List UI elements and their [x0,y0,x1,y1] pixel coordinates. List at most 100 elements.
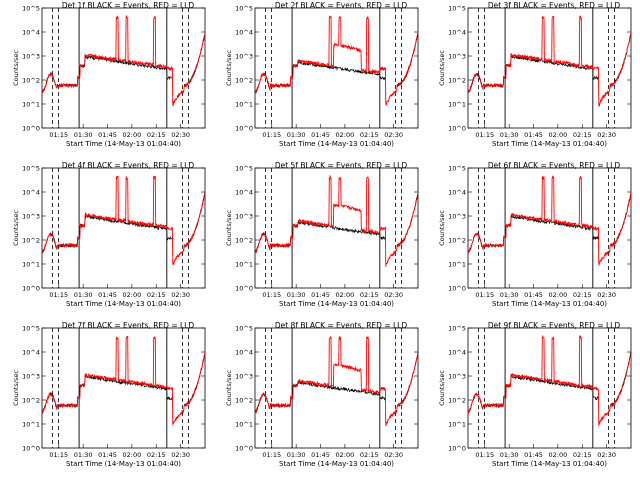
x-axis-label: Start Time (14-May-13 01:04:40) [492,460,607,468]
y-tick-label: 10^0 [448,445,466,453]
x-tick-label: 01:30 [74,451,93,459]
y-tick-label: 10^1 [22,421,40,429]
y-tick-label: 10^0 [235,125,253,133]
chart-panel-7f: Det 7f BLACK = Events, RED = LLD 10^0 10^1… [0,320,213,480]
y-tick-label: 10^5 [448,5,466,13]
y-tick-label: 10^1 [448,421,466,429]
x-tick-label: 02:00 [549,451,568,459]
x-tick-label: 01:45 [98,131,117,139]
x-tick-label: 01:15 [262,131,281,139]
x-tick-label: 01:45 [311,131,330,139]
y-axis-label: Counts/sec [438,210,446,246]
chart-panel-8f: Det 8f BLACK = Events, RED = LLD 10^0 10^1… [213,320,426,480]
plot-frame [41,167,206,289]
y-tick-label: 10^2 [22,397,40,405]
x-tick-label: 02:30 [171,451,190,459]
y-tick-label: 10^5 [22,325,40,333]
series-line-lld [467,334,632,427]
x-tick-label: 02:00 [336,131,355,139]
x-axis-label: Start Time (14-May-13 01:04:40) [66,140,181,148]
x-tick-label: 02:30 [597,451,616,459]
y-tick-label: 10^2 [235,397,253,405]
y-tick-label: 10^5 [448,165,466,173]
x-tick-label: 01:30 [287,451,306,459]
y-tick-label: 10^2 [448,237,466,245]
x-axis-label: Start Time (14-May-13 01:04:40) [492,140,607,148]
x-tick-label: 02:15 [147,451,166,459]
chart-panel-4f: Det 4f BLACK = Events, RED = LLD 10^0 10^1… [0,160,213,320]
y-tick-label: 10^1 [448,261,466,269]
series-line-lld [467,15,632,107]
chart-svg-1f: Det 1f BLACK = Events, RED = LLD 10^0 10^1… [12,1,206,148]
x-tick-label: 02:30 [171,131,190,139]
x-tick-label: 02:30 [384,291,403,299]
chart-title: Det 5f BLACK = Events, RED = LLD [275,161,408,170]
x-axis-label: Start Time (14-May-13 01:04:40) [66,300,181,308]
chart-panel-2f: Det 2f BLACK = Events, RED = LLD 10^0 10^1… [213,0,426,160]
x-tick-label: 02:15 [147,291,166,299]
series-line-events [254,33,419,94]
x-tick-label: 01:30 [500,451,519,459]
y-tick-label: 10^0 [235,285,253,293]
y-tick-label: 10^3 [448,53,466,61]
y-tick-label: 10^4 [22,189,40,197]
series-line-events [41,192,206,253]
y-axis-label: Counts/sec [12,50,20,86]
chart-svg-7f: Det 7f BLACK = Events, RED = LLD 10^0 10^1… [12,321,206,468]
x-tick-label: 01:15 [49,451,68,459]
x-tick-label: 01:45 [524,291,543,299]
y-tick-label: 10^5 [235,5,253,13]
y-tick-label: 10^0 [22,125,40,133]
y-tick-label: 10^3 [22,53,40,61]
chart-svg-4f: Det 4f BLACK = Events, RED = LLD 10^0 10^1… [12,161,206,308]
y-tick-label: 10^0 [22,445,40,453]
x-tick-label: 02:15 [147,131,166,139]
y-tick-label: 10^2 [448,77,466,85]
plot-frame [254,167,419,289]
chart-svg-2f: Det 2f BLACK = Events, RED = LLD 10^0 10^1… [225,1,419,148]
x-tick-label: 01:15 [49,291,68,299]
plot-frame [254,327,419,449]
x-tick-label: 02:00 [336,291,355,299]
x-tick-label: 01:15 [475,451,494,459]
x-tick-label: 02:15 [360,451,379,459]
x-tick-label: 02:15 [360,291,379,299]
y-tick-label: 10^3 [235,373,253,381]
x-tick-label: 01:15 [475,131,494,139]
x-tick-label: 01:45 [524,451,543,459]
x-tick-label: 02:15 [573,131,592,139]
y-tick-label: 10^4 [22,349,40,357]
y-tick-label: 10^3 [235,213,253,221]
x-axis-label: Start Time (14-May-13 01:04:40) [279,300,394,308]
series-line-lld [254,15,419,106]
x-tick-label: 02:15 [360,131,379,139]
y-tick-label: 10^2 [22,77,40,85]
chart-svg-3f: Det 3f BLACK = Events, RED = LLD 10^0 10^1… [438,1,632,148]
series-line-lld [41,175,206,266]
series-line-lld [41,335,206,426]
x-tick-label: 02:30 [597,131,616,139]
x-tick-label: 01:45 [98,291,117,299]
y-tick-label: 10^4 [235,29,253,37]
y-tick-label: 10^4 [235,349,253,357]
chart-panel-3f: Det 3f BLACK = Events, RED = LLD 10^0 10^1… [426,0,639,160]
y-tick-label: 10^2 [22,237,40,245]
y-axis-label: Counts/sec [12,210,20,246]
chart-title: Det 3f BLACK = Events, RED = LLD [488,1,621,10]
chart-title: Det 4f BLACK = Events, RED = LLD [62,161,195,170]
chart-panel-9f: Det 9f BLACK = Events, RED = LLD 10^0 10^1… [426,320,639,480]
x-axis-label: Start Time (14-May-13 01:04:40) [66,460,181,468]
x-tick-label: 01:30 [74,131,93,139]
y-tick-label: 10^5 [22,5,40,13]
x-tick-label: 01:15 [475,291,494,299]
y-tick-label: 10^4 [235,189,253,197]
x-tick-label: 01:30 [287,131,306,139]
plot-frame [467,7,632,129]
x-tick-label: 02:30 [384,451,403,459]
x-tick-label: 01:15 [262,451,281,459]
x-tick-label: 01:45 [311,451,330,459]
y-tick-label: 10^1 [448,101,466,109]
chart-title: Det 8f BLACK = Events, RED = LLD [275,321,408,330]
x-tick-label: 02:00 [123,131,142,139]
chart-panel-6f: Det 6f BLACK = Events, RED = LLD 10^0 10^1… [426,160,639,320]
